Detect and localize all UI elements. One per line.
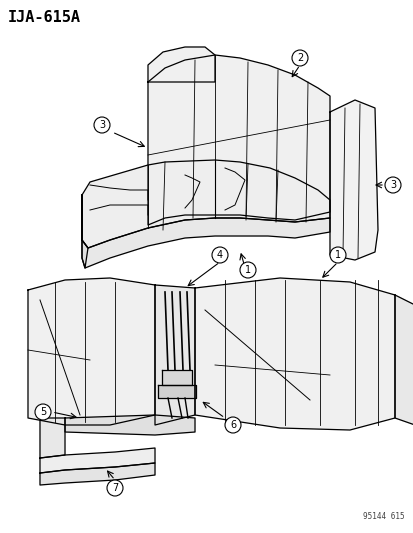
Text: 4: 4 (216, 250, 223, 260)
Polygon shape (195, 278, 394, 430)
Polygon shape (82, 195, 88, 268)
Text: 3: 3 (389, 180, 395, 190)
Polygon shape (40, 463, 154, 485)
Circle shape (35, 404, 51, 420)
Text: 1: 1 (334, 250, 340, 260)
Text: 95144 615: 95144 615 (363, 512, 404, 521)
Polygon shape (394, 295, 413, 425)
Text: 5: 5 (40, 407, 46, 417)
Text: 7: 7 (112, 483, 118, 493)
Polygon shape (154, 285, 195, 425)
Text: 2: 2 (296, 53, 302, 63)
Polygon shape (147, 55, 329, 225)
Polygon shape (28, 278, 154, 425)
Polygon shape (82, 218, 329, 268)
Circle shape (107, 480, 123, 496)
Text: 3: 3 (99, 120, 105, 130)
Circle shape (94, 117, 110, 133)
Circle shape (384, 177, 400, 193)
Polygon shape (40, 448, 154, 473)
Circle shape (291, 50, 307, 66)
Polygon shape (329, 100, 377, 260)
Circle shape (211, 247, 228, 263)
Polygon shape (161, 370, 192, 385)
Circle shape (329, 247, 345, 263)
Circle shape (240, 262, 255, 278)
Polygon shape (147, 47, 214, 82)
Circle shape (224, 417, 240, 433)
Polygon shape (82, 160, 329, 248)
Text: 1: 1 (244, 265, 250, 275)
Polygon shape (40, 418, 65, 458)
Text: 6: 6 (229, 420, 235, 430)
Polygon shape (65, 415, 195, 435)
Text: IJA-615A: IJA-615A (8, 10, 81, 25)
Polygon shape (158, 385, 195, 398)
